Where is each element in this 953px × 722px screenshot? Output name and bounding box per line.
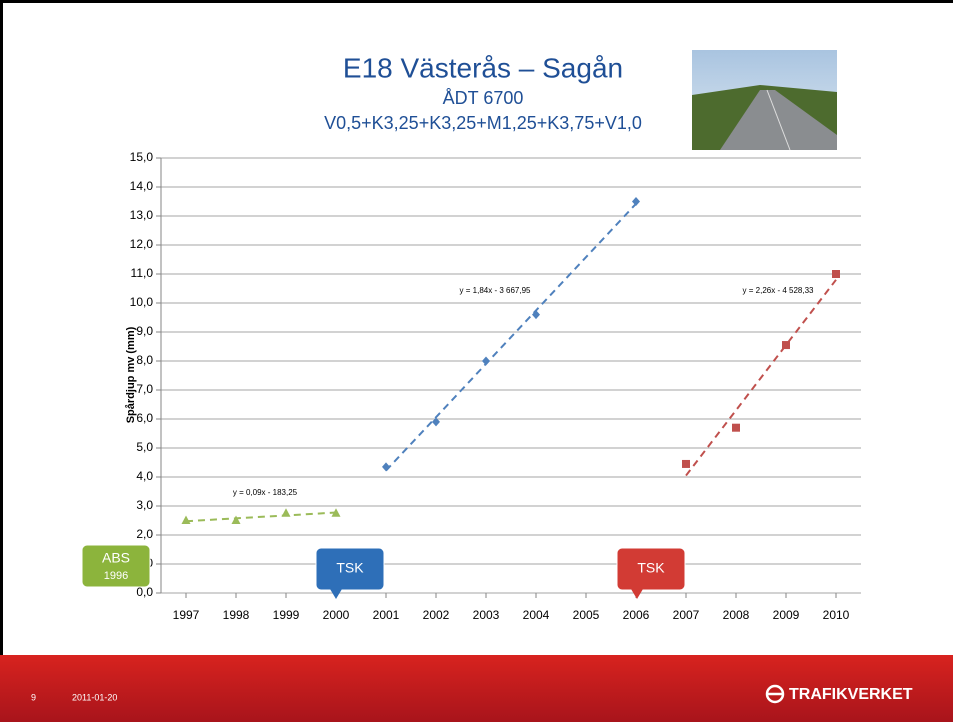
trendline-equation: y = 0,09x - 183,25 (233, 488, 298, 497)
chart-title: E18 Västerås – Sagån (343, 52, 623, 83)
logo-text: TRAFIKVERKET (789, 686, 913, 703)
data-point (331, 508, 341, 517)
trendline (685, 279, 837, 477)
y-tick-label: 4,0 (136, 469, 153, 483)
x-tick-label: 1997 (173, 608, 200, 622)
x-tick-label: 2010 (823, 608, 850, 622)
data-point (782, 341, 790, 350)
chart-subtitle: ÅDT 6700 (443, 88, 524, 108)
x-tick-label: 2002 (423, 608, 450, 622)
data-point (732, 423, 740, 432)
x-tick-label: 1999 (273, 608, 300, 622)
data-point (832, 270, 840, 278)
y-tick-label: 9,0 (136, 324, 153, 338)
y-tick-label: 12,0 (130, 237, 154, 251)
trendline (185, 511, 337, 523)
callout-pointer (631, 589, 643, 599)
page-number: 9 (31, 692, 36, 702)
callout-text: ABS (102, 550, 130, 566)
data-point (281, 508, 291, 517)
y-tick-label: 11,0 (131, 266, 154, 280)
y-tick-label: 15,0 (130, 150, 154, 164)
callout: TSK (616, 547, 686, 599)
callout-pointer (330, 589, 342, 599)
callout-text: TSK (637, 560, 665, 576)
data-point (382, 462, 390, 472)
data-point (432, 417, 440, 427)
footer-band (0, 655, 953, 722)
y-tick-label: 10,0 (130, 295, 154, 309)
y-tick-label: 6,0 (136, 411, 153, 425)
x-tick-label: 1998 (223, 608, 250, 622)
data-point (682, 459, 690, 468)
data-point (231, 515, 241, 524)
callout-box (616, 547, 686, 591)
x-tick-label: 2009 (773, 608, 800, 622)
x-tick-label: 2007 (673, 608, 700, 622)
footer-date: 2011-01-20 (72, 692, 117, 702)
y-tick-label: 2,0 (136, 527, 153, 541)
callout: ABS 1996 (81, 544, 151, 588)
x-tick-label: 2005 (573, 608, 600, 622)
x-tick-label: 2003 (473, 608, 500, 622)
callout-box (81, 544, 151, 588)
border-top (0, 0, 953, 3)
photo (692, 50, 837, 151)
x-tick-label: 2006 (623, 608, 650, 622)
x-tick-label: 2004 (523, 608, 550, 622)
data-point (181, 515, 191, 524)
y-tick-label: 14,0 (130, 179, 154, 193)
logo: TRAFIKVERKET (765, 684, 913, 704)
callout: TSK (315, 547, 385, 599)
data-point (532, 310, 540, 320)
trendline-equation: y = 1,84x - 3 667,95 (460, 286, 531, 295)
y-tick-label: 5,0 (136, 440, 153, 454)
x-tick-label: 2008 (723, 608, 750, 622)
callout-box (315, 547, 385, 591)
x-tick-label: 2001 (373, 608, 400, 622)
trendline (385, 203, 637, 472)
chart-subtitle: V0,5+K3,25+K3,25+M1,25+K3,75+V1,0 (324, 113, 642, 133)
y-tick-label: 8,0 (136, 353, 153, 367)
y-tick-label: 7,0 (136, 382, 153, 396)
y-tick-label: 3,0 (136, 498, 153, 512)
callout-text: TSK (336, 560, 364, 576)
trendline-equation: y = 2,26x - 4 528,33 (743, 286, 814, 295)
y-tick-label: 13,0 (130, 208, 154, 222)
callout-subtext: 1996 (104, 570, 128, 582)
border-left (0, 0, 3, 655)
data-point (482, 356, 490, 366)
y-axis-label: Spårdjup mv (mm) (125, 326, 137, 423)
x-tick-label: 2000 (323, 608, 350, 622)
y-tick-label: 0,0 (136, 585, 153, 599)
data-point (632, 197, 640, 206)
